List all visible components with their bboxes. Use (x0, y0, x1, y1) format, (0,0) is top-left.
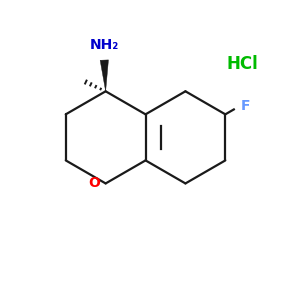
Text: NH₂: NH₂ (89, 38, 119, 52)
Text: F: F (241, 99, 250, 113)
Text: HCl: HCl (226, 55, 258, 73)
Polygon shape (100, 60, 108, 91)
Text: O: O (88, 176, 100, 190)
